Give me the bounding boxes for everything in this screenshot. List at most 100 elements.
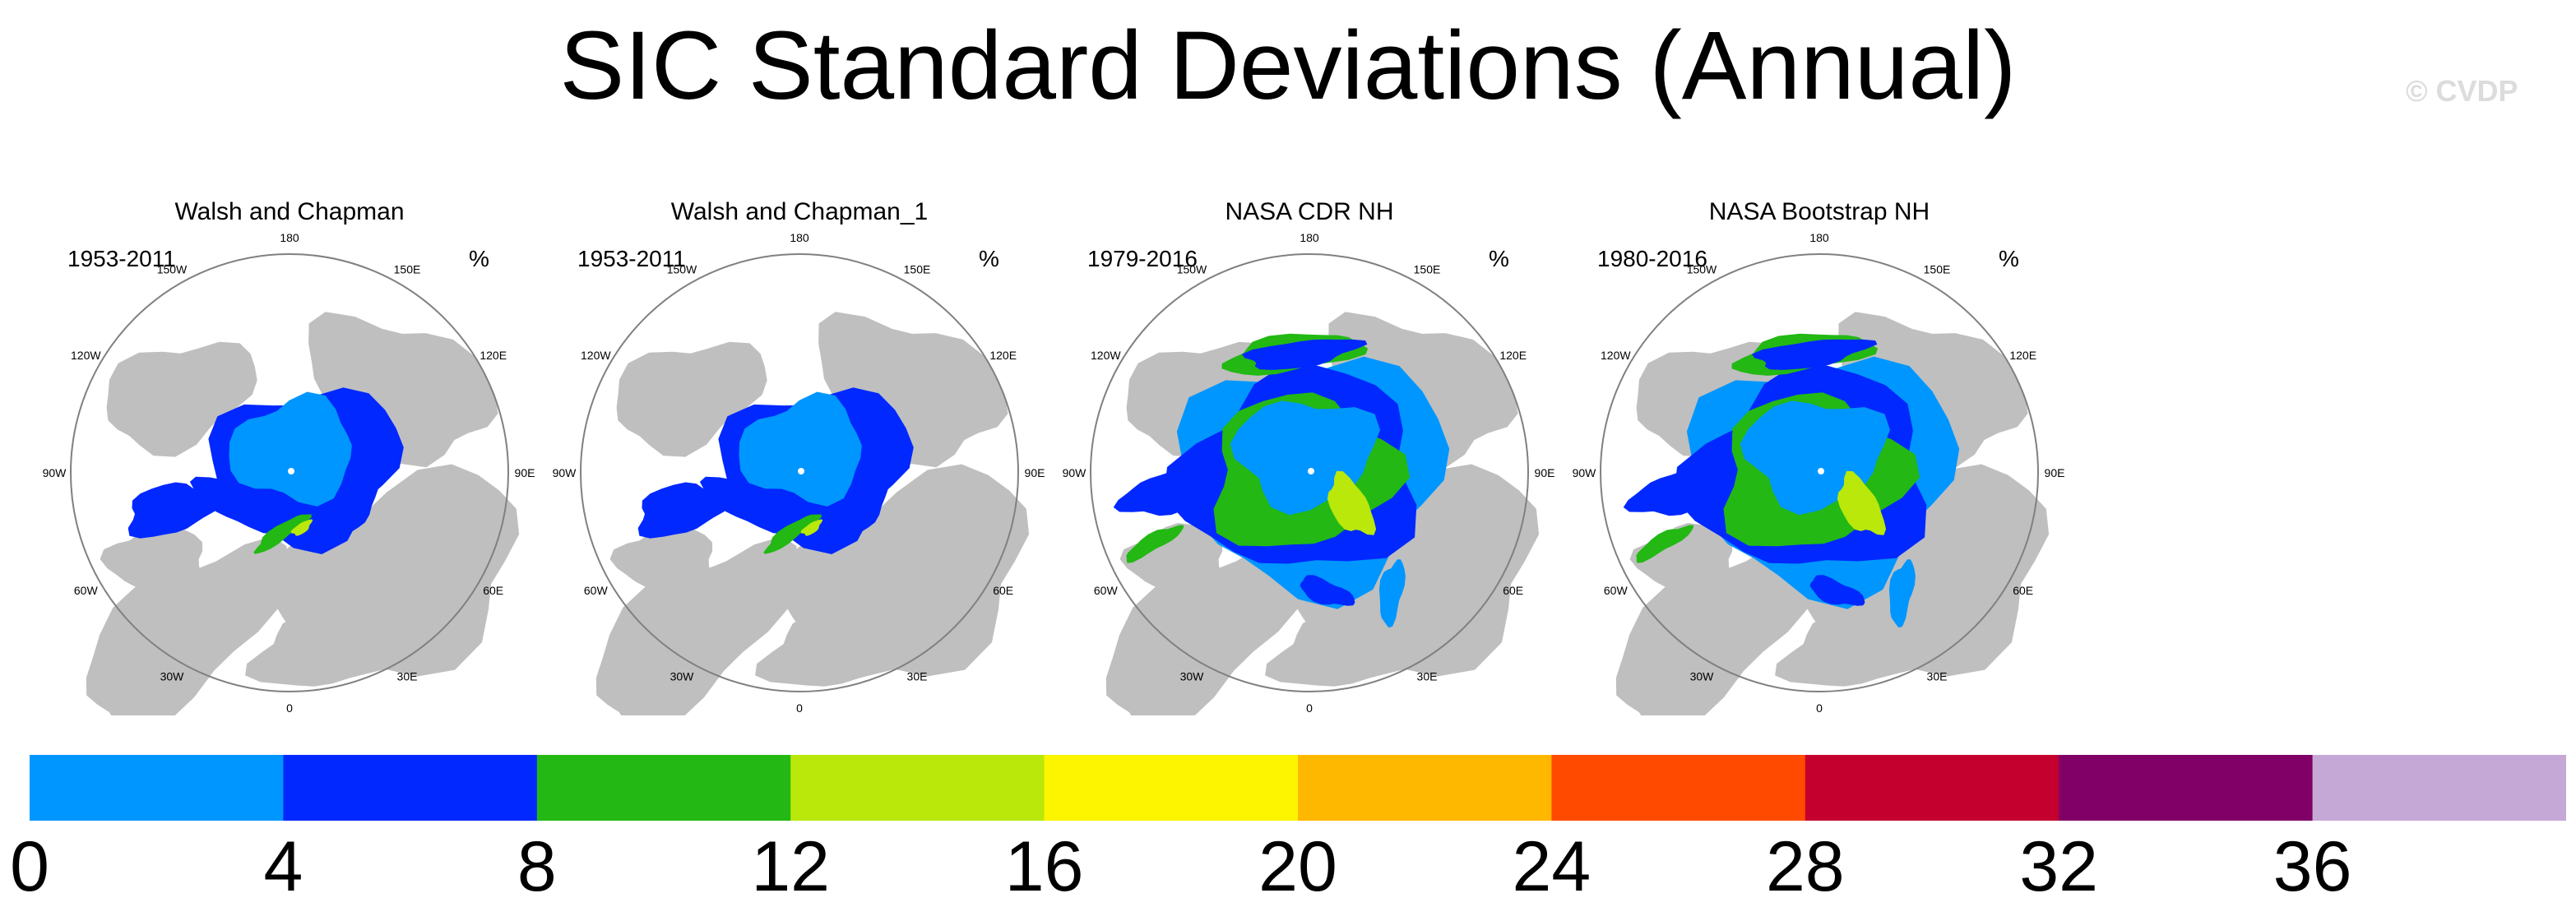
longitude-label: 180 xyxy=(790,231,809,244)
longitude-label: 150W xyxy=(157,262,188,275)
sic-std-contour xyxy=(699,476,800,535)
map-panel-walsh-chapman-1: 180 150E 120E 90E 60E 30E 0 30W 60W 90W 120W 150W W… xyxy=(544,189,1054,715)
longitude-label: 150E xyxy=(1414,262,1441,275)
land-mass xyxy=(616,341,767,457)
colorbar-segment xyxy=(536,755,791,821)
land-mass xyxy=(818,312,1008,468)
longitude-label: 60E xyxy=(993,584,1013,597)
colorbar-segment xyxy=(790,755,1045,821)
panel-units: % xyxy=(1999,246,2019,271)
longitude-label: 120W xyxy=(1091,349,1121,362)
sic-std-contour xyxy=(763,514,822,554)
pole-hole xyxy=(798,468,804,474)
longitude-label: 120E xyxy=(2009,349,2036,362)
longitude-label: 150W xyxy=(1177,262,1207,275)
panel-title: Walsh and Chapman xyxy=(174,198,405,225)
land-mass xyxy=(1775,609,1936,687)
sic-std-contour xyxy=(189,476,290,535)
land-mass xyxy=(1615,536,1818,715)
panel-title: Walsh and Chapman_1 xyxy=(670,198,929,225)
sic-std-contour xyxy=(1327,470,1377,535)
map-panel-nasa-bootstrap-nh: 180 150E 120E 90E 60E 30E 0 30W 60W 90W 120W 150W N… xyxy=(1564,189,2074,715)
longitude-label: 60E xyxy=(483,584,503,597)
colorbar xyxy=(30,755,2566,821)
colorbar-tick: 4 xyxy=(263,827,303,906)
sic-std-contour xyxy=(1242,339,1368,370)
longitude-label: 90E xyxy=(515,466,535,479)
longitude-label: 30E xyxy=(1927,670,1948,683)
longitude-label: 60W xyxy=(1094,584,1119,597)
land-mass xyxy=(308,312,498,468)
longitude-label: 120W xyxy=(581,349,611,362)
colorbar-segment xyxy=(1805,755,2059,821)
pole-hole xyxy=(1818,468,1824,474)
sic-std-contour xyxy=(1888,559,1916,628)
colorbar-tick: 16 xyxy=(1004,827,1084,906)
longitude-label: 150W xyxy=(1687,262,1717,275)
sic-std-contour xyxy=(1837,470,1887,535)
longitude-label: 90W xyxy=(1063,466,1087,479)
longitude-label: 0 xyxy=(1816,701,1823,715)
polar-map: 180 150E 120E 90E 60E 30E 0 30W 60W 90W 120W 150W xyxy=(43,231,535,715)
longitude-label: 60W xyxy=(1604,584,1629,597)
map-panel-nasa-cdr-nh: 180 150E 120E 90E 60E 30E 0 30W 60W 90W 120W 150W N… xyxy=(1054,189,1564,715)
land-mass xyxy=(1265,609,1426,687)
sic-std-contour xyxy=(1809,575,1865,606)
longitude-label: 0 xyxy=(1306,701,1313,715)
longitude-label: 120E xyxy=(1499,349,1527,362)
colorbar-segment xyxy=(1044,755,1299,821)
sic-std-contour xyxy=(290,519,313,536)
sic-std-contour xyxy=(127,482,223,539)
colorbar-segment xyxy=(1551,755,1806,821)
map-panel-walsh-chapman: 180 150E 120E 90E 60E 30E 0 30W 60W 90W 120W 150W W… xyxy=(35,189,544,715)
longitude-label: 180 xyxy=(280,231,299,244)
longitude-label: 0 xyxy=(796,701,803,715)
longitude-label: 150W xyxy=(667,262,697,275)
colorbar-segment xyxy=(2312,755,2566,821)
longitude-label: 30E xyxy=(1417,670,1438,683)
land-mass xyxy=(1838,312,2028,468)
land-mass xyxy=(1629,523,1733,592)
land-mass xyxy=(1328,312,1518,468)
colorbar-tick: 12 xyxy=(751,827,831,906)
land-mass xyxy=(100,523,203,592)
panel-period: 1953-2011 xyxy=(577,246,686,271)
sic-std-contour xyxy=(1126,525,1184,563)
colorbar-tick: 36 xyxy=(2273,827,2352,906)
panel-units: % xyxy=(1489,246,1509,271)
longitude-label: 60W xyxy=(74,584,99,597)
longitude-label: 90W xyxy=(43,466,67,479)
longitude-label: 150E xyxy=(904,262,931,275)
longitude-label: 90E xyxy=(1025,466,1045,479)
panel-period: 1979-2016 xyxy=(1087,246,1198,271)
sic-std-contour xyxy=(637,482,733,539)
longitude-label: 30W xyxy=(1690,670,1715,683)
colorbar-tick: 8 xyxy=(517,827,557,906)
land-mass xyxy=(755,609,916,687)
sic-std-contour xyxy=(1623,466,1718,516)
sic-std-contour xyxy=(253,514,312,554)
sic-std-contour xyxy=(1636,525,1694,563)
land-mass xyxy=(245,609,406,687)
land-mass xyxy=(86,536,289,715)
panel-title: NASA CDR NH xyxy=(1225,198,1394,225)
longitude-label: 180 xyxy=(1809,231,1829,244)
polar-map: 180 150E 120E 90E 60E 30E 0 30W 60W 90W 120W 150W xyxy=(553,231,1045,715)
longitude-label: 60E xyxy=(2013,584,2033,597)
cvdp-watermark: © CVDP xyxy=(2406,74,2518,108)
land-mass xyxy=(106,341,257,457)
longitude-label: 30W xyxy=(160,670,185,683)
panel-units: % xyxy=(469,246,489,271)
colorbar-tick: 20 xyxy=(1258,827,1337,906)
pole-hole xyxy=(288,468,294,474)
colorbar-tick: 32 xyxy=(2019,827,2099,906)
panel-units: % xyxy=(979,246,999,271)
colorbar-tick: 28 xyxy=(1765,827,1845,906)
land-mass xyxy=(595,536,799,715)
colorbar-segment xyxy=(2059,755,2314,821)
colorbar-segment xyxy=(30,755,284,821)
longitude-label: 120W xyxy=(1601,349,1631,362)
longitude-label: 120E xyxy=(480,349,507,362)
pole-hole xyxy=(1308,468,1314,474)
longitude-label: 150E xyxy=(1924,262,1951,275)
